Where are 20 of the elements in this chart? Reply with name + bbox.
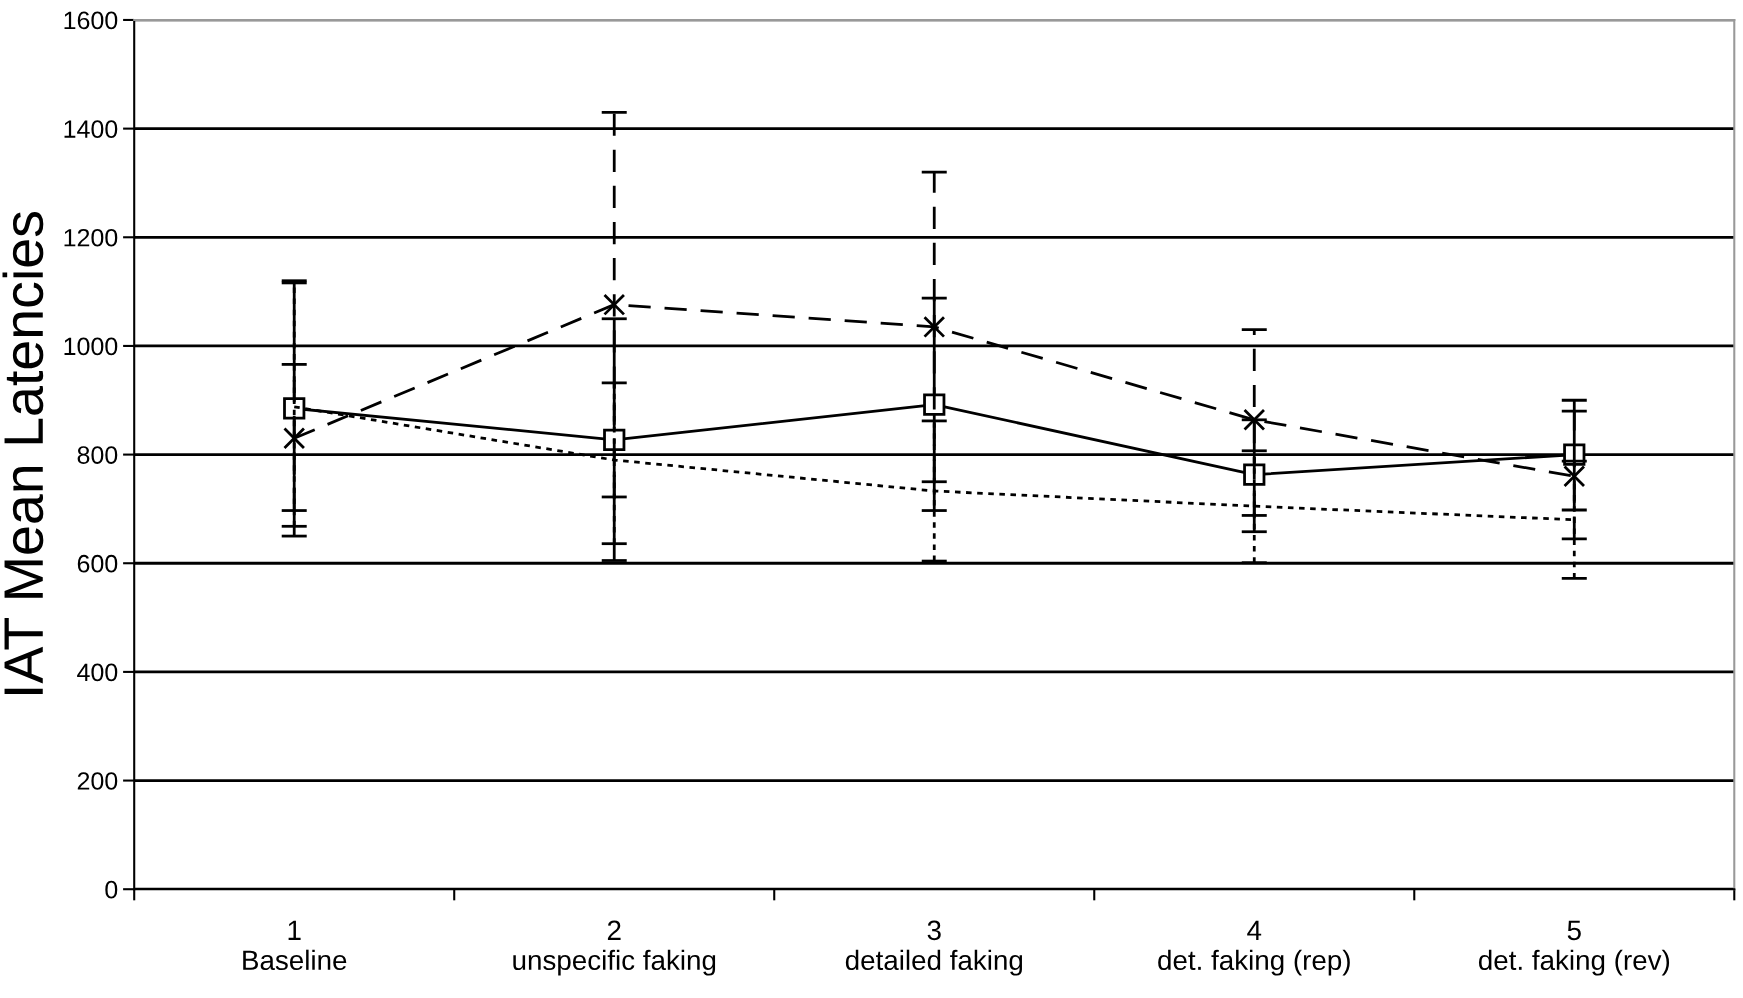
x-tick-label: 4 det. faking (rep) bbox=[1158, 920, 1350, 976]
y-axis-title: IAT Mean Latencies bbox=[2, 212, 44, 694]
y-tick-label: 1600 bbox=[64, 11, 118, 30]
y-tick-label: 1200 bbox=[64, 228, 118, 247]
y-tick-label: 400 bbox=[77, 663, 118, 682]
y-tick-label: 1000 bbox=[64, 337, 118, 356]
y-tick-label: 200 bbox=[77, 772, 118, 790]
y-tick-label: 1400 bbox=[64, 120, 118, 138]
point bbox=[1243, 408, 1266, 431]
y-tick-label: 0 bbox=[105, 880, 118, 899]
y-tick-label: 800 bbox=[77, 446, 118, 464]
x-tick-label: 5 det. faking (rev) bbox=[1478, 920, 1670, 976]
x-tick-label: 2 unspecific faking bbox=[513, 920, 716, 976]
x-tick-label: 1 Baseline bbox=[243, 920, 347, 971]
point bbox=[1563, 465, 1586, 488]
x-tick-label: 3 detailed faking bbox=[845, 920, 1023, 976]
point bbox=[923, 315, 946, 339]
point bbox=[603, 293, 626, 316]
y-tick-label: 600 bbox=[77, 554, 118, 573]
point bbox=[283, 427, 306, 450]
